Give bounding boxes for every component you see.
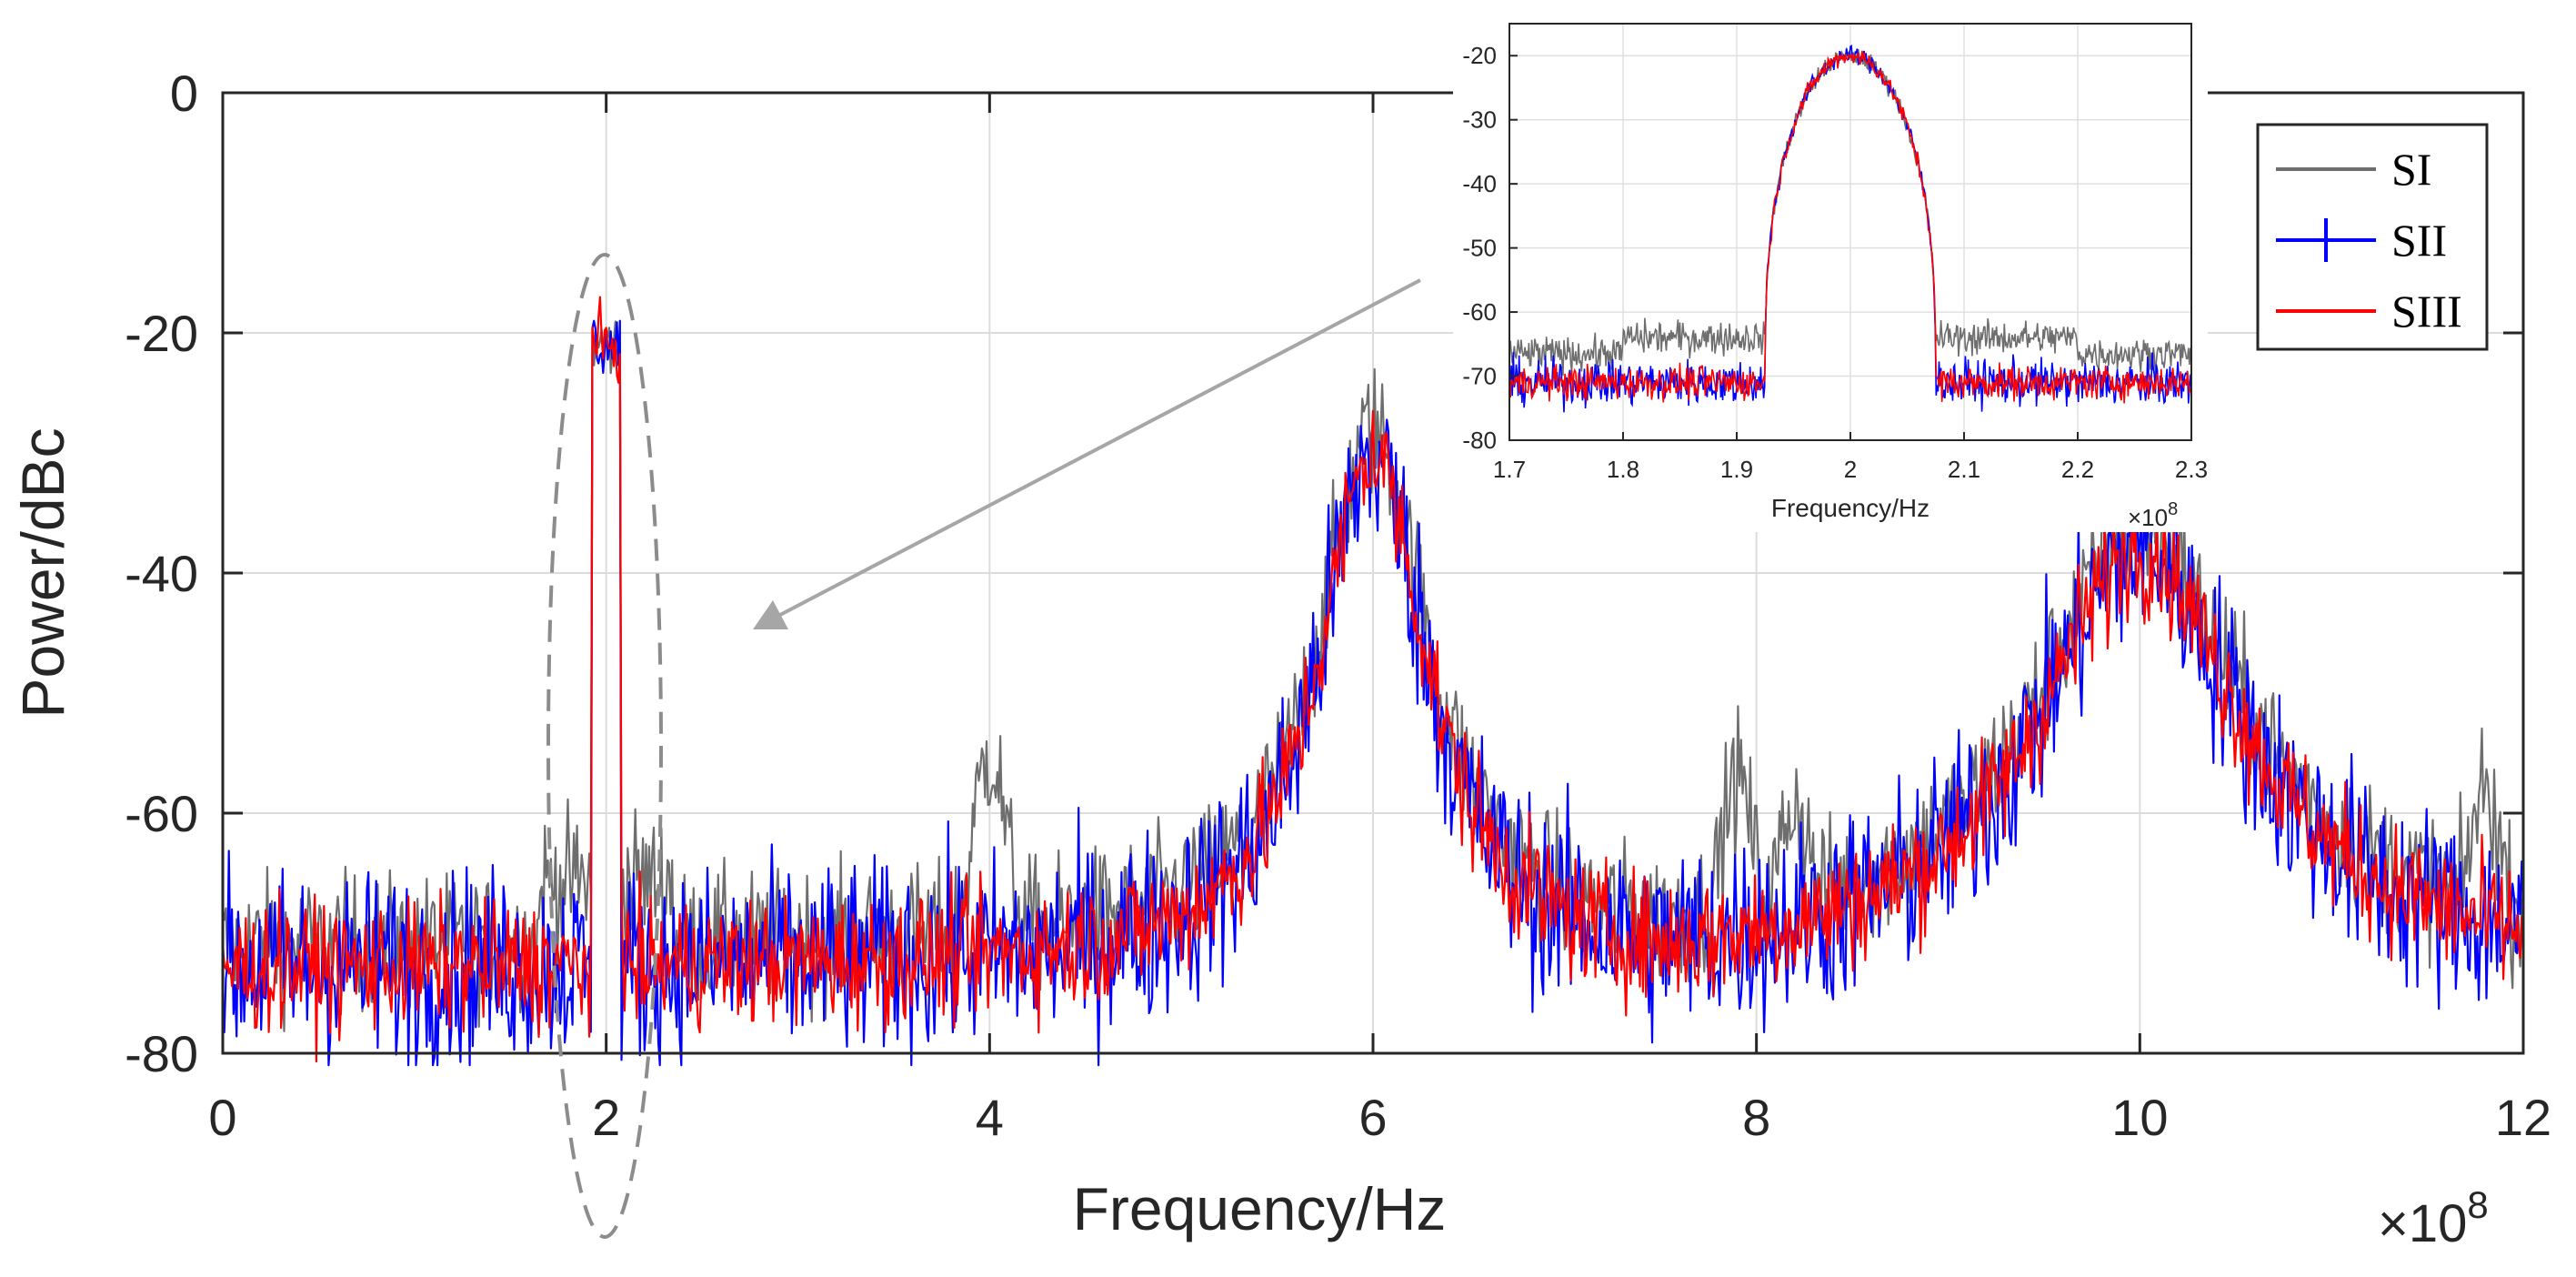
main-x-tick-label: 6 [1358, 1089, 1387, 1146]
inset-plot: 1.7 1.8 1.9 2 2.1 2.2 2.3 -80 -70 -60 -50 -40 -30 -20… [1453, 0, 2208, 532]
inset-tick-labels: 1.7 1.8 1.9 2 2.1 2.2 2.3 -80 -70 -60 -50 -40 -30 -20 [1462, 42, 2208, 483]
inset-y-tick-label: -80 [1462, 427, 1497, 454]
legend-label-sii: SII [2391, 215, 2447, 266]
zoom-arrowhead [753, 600, 788, 629]
zoom-region-ellipse [546, 253, 663, 1239]
main-x-multiplier-exponent: 8 [2467, 1183, 2488, 1226]
zoom-arrow-line [779, 278, 1421, 617]
inset-y-tick-label: -70 [1462, 363, 1497, 390]
main-y-tick-label: -80 [125, 1025, 198, 1082]
inset-x-tick-label: 1.8 [1607, 456, 1639, 483]
series-siii-line [221, 296, 2525, 1063]
inset-series-si-line [1509, 47, 2192, 377]
inset-x-tick-label: 2 [1844, 456, 1857, 483]
main-y-axis-label: Power/dBc [9, 427, 76, 718]
main-y-tick-label: -40 [125, 545, 198, 602]
inset-x-tick-label: 1.7 [1493, 456, 1526, 483]
inset-ticks [1509, 55, 2192, 441]
inset-x-axis-label: Frequency/Hz [1771, 494, 1929, 522]
inset-y-tick-label: -50 [1462, 235, 1497, 262]
inset-x-tick-label: 2.1 [1948, 456, 1980, 483]
inset-series-siii-line [1509, 50, 2192, 404]
main-x-tick-label: 12 [2495, 1089, 2551, 1146]
main-x-multiplier-base: ×10 [2378, 1194, 2467, 1253]
main-x-tick-label: 2 [592, 1089, 620, 1146]
main-x-tick-label: 8 [1742, 1089, 1770, 1146]
inset-series-group [1509, 45, 2192, 413]
legend-label-si: SI [2391, 144, 2431, 195]
inset-x-tick-label: 1.9 [1720, 456, 1753, 483]
inset-x-multiplier: ×108 [2128, 499, 2178, 531]
main-x-tick-label: 4 [976, 1089, 1004, 1146]
inset-y-tick-label: -30 [1462, 106, 1497, 134]
main-y-tick-label: 0 [170, 65, 198, 122]
inset-x-tick-label: 2.2 [2061, 456, 2094, 483]
main-x-multiplier: ×108 [2378, 1183, 2489, 1253]
main-y-tick-label: -60 [125, 785, 198, 842]
legend: SI SII SIII [2256, 123, 2489, 351]
main-tick-labels: 0 2 4 6 8 10 12 -80 -60 -40 -20 0 [125, 65, 2551, 1146]
main-x-tick-label: 0 [208, 1089, 236, 1146]
legend-label-siii: SIII [2391, 286, 2462, 337]
inset-y-tick-label: -60 [1462, 298, 1497, 326]
inset-y-tick-label: -20 [1462, 42, 1497, 69]
inset-x-multiplier-exponent: 8 [2168, 499, 2178, 519]
inset-x-tick-label: 2.3 [2175, 456, 2208, 483]
main-y-tick-label: -20 [125, 305, 198, 362]
inset-y-tick-label: -40 [1462, 170, 1497, 197]
inset-x-multiplier-base: ×10 [2128, 504, 2168, 531]
main-x-axis-label: Frequency/Hz [1073, 1175, 1447, 1242]
main-x-tick-label: 10 [2111, 1089, 2168, 1146]
